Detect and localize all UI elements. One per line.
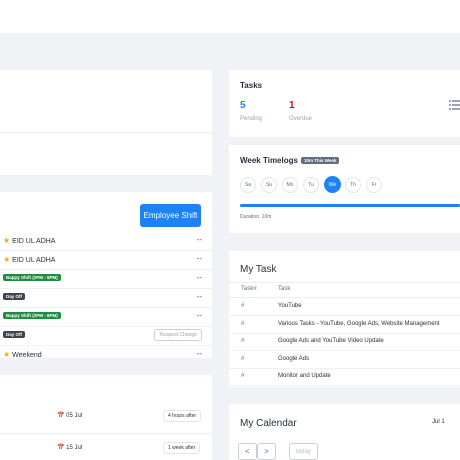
- pending-count: 5: [240, 100, 246, 111]
- tasks-title: Tasks: [240, 81, 263, 90]
- calendar-next-button[interactable]: >: [257, 443, 276, 460]
- my-calendar-title: My Calendar: [240, 418, 297, 429]
- task-name-link[interactable]: Google Ads and YouTube Video Update: [278, 338, 384, 344]
- calendar-today-button[interactable]: today: [289, 443, 318, 460]
- task-row[interactable]: # YouTube: [229, 298, 460, 316]
- row-action: --: [196, 349, 202, 358]
- task-row[interactable]: # Google Ads: [229, 351, 460, 369]
- col-task-number: Task#: [241, 286, 257, 292]
- task-number: #: [241, 338, 245, 344]
- shift-row: Bappy Shift (2PM - 6PM) --: [0, 269, 212, 289]
- shift-row: ★ EID UL ADHA --: [0, 250, 212, 270]
- event-date: 📅 15 Jul: [57, 445, 83, 451]
- duration-label: Duration: 10m: [240, 214, 272, 220]
- task-row[interactable]: # Google Ads and YouTube Video Update: [229, 333, 460, 351]
- col-task-name: Task: [278, 286, 291, 292]
- event-relative: 1 week after: [163, 442, 201, 454]
- day-off-badge: Day Off: [3, 331, 26, 338]
- day-pill-th[interactable]: Th: [345, 177, 361, 193]
- task-name-link[interactable]: Various Tasks - YouTube, Google Ads, Web…: [278, 320, 440, 327]
- holiday-label: ★ EID UL ADHA: [3, 236, 56, 245]
- row-action: --: [196, 235, 202, 244]
- task-name-link[interactable]: Monitor and Update: [278, 373, 331, 379]
- top-navbar: [0, 0, 460, 33]
- task-number: #: [241, 355, 245, 362]
- row-action: --: [196, 311, 202, 320]
- day-pill-sa[interactable]: Sa: [240, 177, 256, 193]
- shift-badge: Bappy Shift (2PM - 6PM): [3, 312, 61, 319]
- calendar-prev-button[interactable]: <: [238, 443, 257, 460]
- timelog-badge: 10m This Week: [301, 157, 340, 164]
- event-date: 📅 05 Jul: [57, 413, 83, 419]
- row-action: --: [196, 273, 202, 282]
- timelog-progress-fill: [240, 204, 460, 207]
- request-change-button[interactable]: Request Change: [154, 329, 202, 341]
- my-task-card: My Task Task# Task # YouTube # Various Task…: [229, 251, 460, 387]
- task-number: #: [241, 320, 245, 327]
- employee-shift-button[interactable]: Employee Shift: [140, 204, 201, 227]
- overdue-count: 1: [289, 100, 295, 111]
- week-timelogs-title: Week Timelogs: [240, 156, 298, 165]
- task-number: #: [241, 303, 245, 309]
- day-pill-su[interactable]: Su: [261, 177, 277, 193]
- shift-row: ★ EID UL ADHA --: [0, 231, 212, 251]
- holiday-label: ★ Weekend: [3, 350, 42, 359]
- my-task-title: My Task: [240, 264, 277, 275]
- timelog-progress-track: [240, 204, 460, 207]
- calendar-month-label: Jul 1: [432, 419, 445, 425]
- day-pill-mo[interactable]: Mo: [282, 177, 298, 193]
- task-name-link[interactable]: YouTube: [278, 303, 302, 309]
- star-icon: ★: [3, 350, 11, 359]
- row-action: --: [196, 254, 202, 263]
- task-row[interactable]: # Monitor and Update: [229, 368, 460, 386]
- calendar-icon: 📅: [57, 413, 65, 419]
- tasks-summary-card[interactable]: Tasks 5 Pending 1 Overdue: [229, 70, 460, 137]
- shift-card: Employee Shift ★ EID UL ADHA -- ★ EID UL ADH…: [0, 192, 212, 365]
- list-icon: [449, 97, 460, 115]
- shift-row: Day Off Request Change: [0, 326, 212, 346]
- star-icon: ★: [3, 236, 11, 245]
- task-name-link[interactable]: Google Ads: [278, 355, 310, 362]
- task-number: #: [241, 373, 245, 379]
- day-pill-fr[interactable]: Fr: [366, 177, 382, 193]
- shift-row: ★ Weekend --: [0, 345, 212, 365]
- profile-card: [0, 70, 212, 175]
- day-off-badge: Day Off: [3, 293, 26, 300]
- shift-badge: Bappy Shift (2PM - 6PM): [3, 274, 61, 281]
- shift-row: Day Off --: [0, 288, 212, 308]
- calendar-icon: 📅: [57, 445, 65, 451]
- event-relative: 4 hours after: [163, 410, 202, 422]
- day-pill-we[interactable]: We: [324, 176, 341, 193]
- row-action: --: [196, 292, 202, 301]
- shift-row: Bappy Shift (2PM - 6PM) --: [0, 307, 212, 327]
- task-row[interactable]: # Various Tasks - YouTube, Google Ads, We…: [229, 316, 460, 334]
- holiday-label: ★ EID UL ADHA: [3, 255, 56, 264]
- pending-label: Pending: [240, 116, 263, 122]
- star-icon: ★: [3, 255, 11, 264]
- events-card: 📅 05 Jul 4 hours after 📅 15 Jul 1 week a…: [0, 375, 212, 460]
- overdue-label: Overdue: [289, 116, 313, 122]
- day-pill-tu[interactable]: Tu: [303, 177, 319, 193]
